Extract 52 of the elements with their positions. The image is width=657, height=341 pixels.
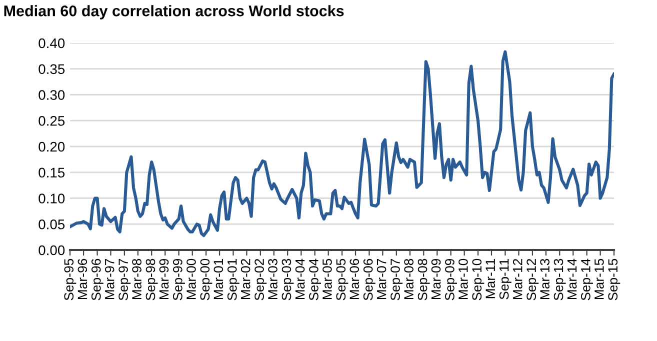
x-tick-label: Sep-03 bbox=[282, 258, 294, 300]
x-tick-label: Mar-06 bbox=[350, 258, 360, 300]
x-tick-label: Sep-01 bbox=[227, 258, 240, 300]
x-tick-label: Sep-10 bbox=[472, 258, 484, 300]
x-tick-label: Sep-13 bbox=[554, 258, 566, 300]
y-tick-label: 0.20 bbox=[38, 142, 65, 152]
x-tick-label: Sep-00 bbox=[200, 258, 212, 300]
x-tick-label: Mar-01 bbox=[214, 258, 224, 300]
x-tick-label: Sep-09 bbox=[445, 258, 457, 300]
x-tick-label: Sep-02 bbox=[254, 258, 267, 300]
y-tick-label: 0.10 bbox=[38, 194, 65, 204]
chart-title: Median 60 day correlation across World stocks bbox=[4, 5, 344, 20]
x-tick-label: Mar-12 bbox=[512, 258, 522, 300]
x-tick-label: Sep-08 bbox=[418, 258, 430, 300]
x-tick-label: Mar-05 bbox=[322, 258, 332, 300]
x-tick-label: Mar-00 bbox=[186, 258, 196, 300]
x-tick-label: Mar-03 bbox=[268, 258, 278, 300]
x-tick-label: Mar-14 bbox=[567, 258, 577, 300]
y-tick-label: 0.15 bbox=[38, 168, 65, 178]
x-tick-label: Sep-05 bbox=[336, 258, 348, 300]
x-tick-label: Mar-02 bbox=[240, 258, 250, 300]
x-tick-label: Mar-08 bbox=[404, 258, 414, 300]
x-tick-label: Mar-97 bbox=[104, 258, 114, 300]
line-series bbox=[70, 50, 614, 238]
x-tick-label: Mar-98 bbox=[132, 258, 142, 300]
x-tick-label: Sep-15 bbox=[608, 258, 620, 300]
x-tick-label: Sep-95 bbox=[64, 258, 76, 300]
x-tick-label: Sep-11 bbox=[499, 258, 512, 300]
x-tick-label: Sep-96 bbox=[91, 258, 104, 300]
x-tick-label: Mar-13 bbox=[540, 258, 550, 300]
x-tick-label: Mar-04 bbox=[295, 258, 305, 300]
x-tick-label: Sep-12 bbox=[526, 258, 539, 300]
x-tick-label: Sep-97 bbox=[118, 258, 131, 300]
x-tick-label: Mar-99 bbox=[159, 258, 169, 300]
y-tick-label: 0.00 bbox=[38, 245, 65, 256]
x-tick-label: Sep-14 bbox=[581, 258, 593, 300]
x-tick-label: Sep-98 bbox=[146, 258, 158, 300]
x-tick-label: Mar-10 bbox=[458, 258, 468, 300]
x-tick-label: Sep-06 bbox=[363, 258, 376, 300]
x-tick-label: Mar-09 bbox=[431, 258, 441, 300]
y-tick-label: 0.35 bbox=[38, 64, 65, 74]
y-tick-label: 0.05 bbox=[38, 219, 65, 230]
y-tick-label: 0.40 bbox=[38, 38, 65, 48]
x-tick-label: Mar-11 bbox=[486, 258, 496, 298]
x-tick-label: Sep-07 bbox=[390, 258, 403, 300]
y-tick-label: 0.30 bbox=[38, 90, 65, 100]
x-tick-label: Sep-99 bbox=[173, 258, 185, 300]
y-tick-label: 0.25 bbox=[38, 116, 65, 126]
x-tick-label: Mar-15 bbox=[594, 258, 604, 300]
x-tick-label: Mar-96 bbox=[78, 258, 88, 300]
x-tick-label: Sep-04 bbox=[309, 258, 322, 300]
x-tick-label: Mar-07 bbox=[376, 258, 386, 300]
